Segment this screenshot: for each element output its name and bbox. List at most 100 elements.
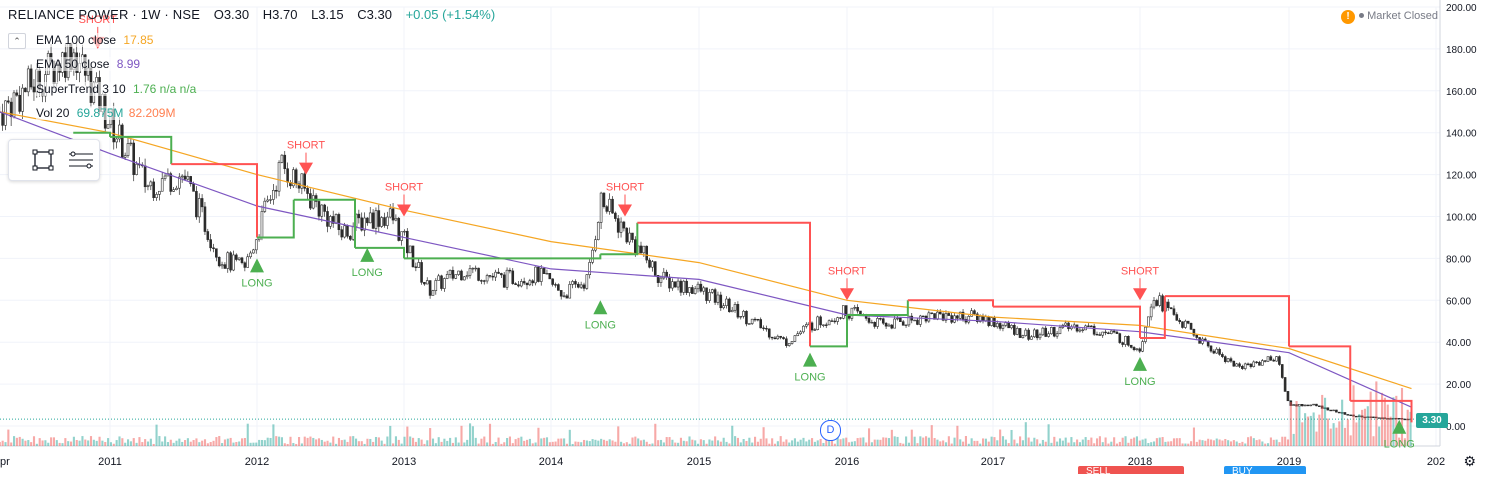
- candle-body: [1189, 322, 1193, 330]
- supertrend-segment: [1289, 345, 1352, 401]
- candle-body: [574, 281, 577, 285]
- volume-bar: [768, 443, 771, 446]
- candle-body: [1155, 300, 1159, 306]
- volume-bar: [258, 439, 261, 446]
- candle-body: [568, 284, 572, 299]
- volume-bar: [21, 438, 24, 446]
- supertrend-segment: [257, 199, 295, 239]
- volume-bar: [429, 428, 432, 446]
- candle-body: [1095, 333, 1099, 336]
- gear-icon[interactable]: ⚙: [1463, 453, 1476, 469]
- volume-bar: [1039, 443, 1042, 446]
- volume-bar: [620, 441, 623, 446]
- volume-bar: [480, 438, 483, 446]
- candle-body: [223, 264, 227, 269]
- volume-bar: [1229, 441, 1233, 446]
- volume-bar: [982, 438, 985, 446]
- candle-body: [705, 287, 708, 301]
- candle-body: [907, 315, 911, 326]
- volume-bar: [659, 439, 663, 446]
- supertrend-segment: [110, 135, 173, 165]
- volume-bar: [172, 442, 175, 446]
- market-status[interactable]: ! Market Closed: [1341, 10, 1438, 24]
- volume-bar: [791, 440, 794, 446]
- candle-body: [1144, 326, 1147, 342]
- legend-value: 82.209M: [128, 106, 176, 120]
- volume-bar: [879, 439, 882, 446]
- candle-body: [1101, 331, 1104, 336]
- candle-body: [625, 227, 629, 243]
- volume-bar: [272, 424, 275, 446]
- volume-bar: [315, 439, 318, 446]
- volume-bar: [1078, 442, 1081, 446]
- volume-bar: [1001, 436, 1005, 446]
- candle-body: [505, 269, 509, 288]
- candle-body: [1223, 356, 1227, 362]
- volume-bar: [979, 443, 982, 446]
- candle-body: [1001, 325, 1005, 329]
- volume-bar: [109, 442, 112, 446]
- candle-body: [212, 247, 215, 250]
- volume-bar: [799, 439, 802, 446]
- x-tick-label: 2019: [1277, 456, 1301, 468]
- volume-bar: [477, 443, 480, 446]
- legend-volume[interactable]: Vol 20 69.875M 82.209M: [36, 106, 176, 120]
- short-signal-marker: [840, 288, 854, 301]
- volume-bar: [973, 440, 976, 446]
- candle-body: [206, 231, 210, 240]
- event-dividend-badge[interactable]: D: [820, 420, 841, 441]
- volume-bar: [1255, 440, 1258, 446]
- legend-label: EMA 50 close: [36, 57, 110, 71]
- legend-ema100[interactable]: EMA 100 close 17.85: [36, 33, 154, 47]
- supertrend-segment: [355, 246, 405, 259]
- volume-bar: [1155, 438, 1158, 446]
- symbol-title[interactable]: RELIANCE POWER · 1W · NSE: [8, 7, 201, 22]
- volume-bar: [1021, 440, 1024, 446]
- sell-tab[interactable]: SELL: [1078, 466, 1184, 477]
- candle-body: [32, 86, 36, 93]
- volume-bar: [634, 436, 637, 446]
- volume-bar: [865, 442, 868, 446]
- volume-bar: [1343, 427, 1347, 446]
- volume-bar: [1403, 438, 1406, 446]
- volume-bar: [283, 443, 286, 446]
- volume-bar: [486, 442, 489, 446]
- candle-body: [502, 274, 506, 288]
- candle-body: [317, 201, 321, 217]
- candle-body: [930, 312, 934, 314]
- volume-bar: [192, 440, 195, 446]
- volume-bar: [759, 438, 762, 446]
- candle-body: [474, 267, 478, 270]
- volume-bar: [927, 437, 930, 446]
- candle-body: [1050, 327, 1053, 335]
- settings-lines-icon[interactable]: [67, 146, 95, 174]
- collapse-legend-icon[interactable]: ⌃: [8, 33, 26, 49]
- series-line: [0, 111, 1412, 390]
- candle-body: [813, 329, 817, 331]
- volume-bar: [360, 441, 363, 446]
- candle-body: [984, 316, 988, 321]
- volume-bar: [1192, 427, 1195, 446]
- candle-body: [388, 208, 392, 218]
- volume-bar: [1147, 443, 1150, 446]
- candle-body: [408, 245, 412, 254]
- volume-bar: [1349, 435, 1352, 446]
- legend-ema50[interactable]: EMA 50 close 8.99: [36, 57, 141, 71]
- volume-bar: [583, 439, 586, 446]
- volume-bar: [1187, 443, 1190, 446]
- candle-body: [1269, 356, 1273, 361]
- rectangle-select-icon[interactable]: [29, 146, 57, 174]
- candle-body: [1027, 329, 1030, 340]
- supertrend-segment: [1164, 295, 1290, 347]
- candle-body: [830, 320, 834, 322]
- volume-bar: [828, 440, 831, 446]
- volume-bar: [793, 438, 796, 446]
- volume-bar: [868, 428, 871, 446]
- volume-bar: [657, 440, 660, 446]
- buy-tab[interactable]: BUY: [1224, 466, 1306, 477]
- legend-supertrend[interactable]: SuperTrend 3 10 1.76 n/a n/a: [36, 82, 197, 96]
- candle-body: [237, 257, 241, 260]
- volume-bar: [1127, 442, 1130, 446]
